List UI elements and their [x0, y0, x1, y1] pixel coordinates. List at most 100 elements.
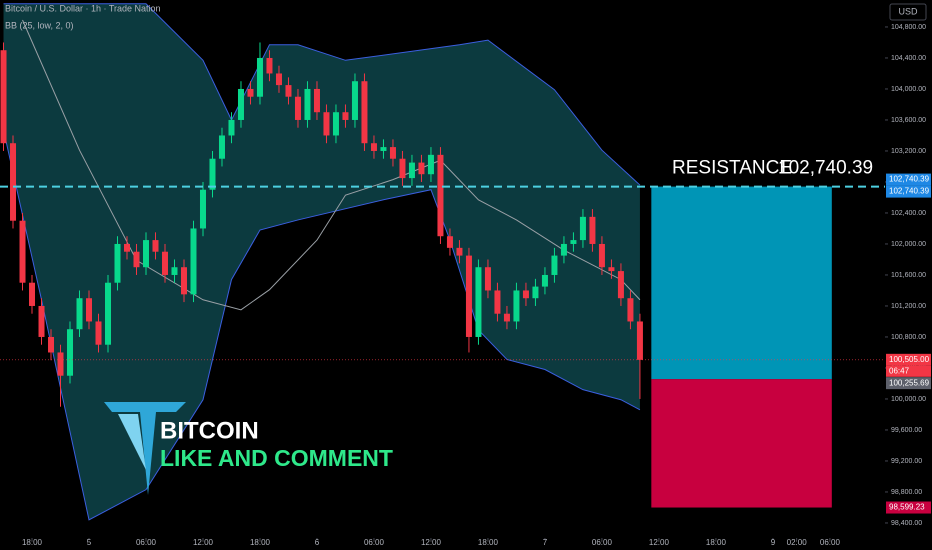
y-tick-label: 101,200.00 — [891, 303, 926, 310]
y-tick-label: 102,000.00 — [891, 241, 926, 248]
x-tick-label: 18:00 — [478, 538, 499, 547]
candle-body — [29, 282, 36, 306]
candle-body — [171, 267, 178, 275]
candle-body — [275, 73, 282, 86]
y-tick-label: 104,800.00 — [891, 24, 926, 31]
y-tick-label: 104,000.00 — [891, 86, 926, 93]
candle-body — [86, 298, 93, 322]
position-profit — [651, 186, 832, 380]
resistance-tag — [886, 173, 931, 186]
resistance-text: RESISTANCE — [672, 158, 792, 179]
x-tick-label: 06:00 — [136, 538, 157, 547]
candle-body — [133, 251, 140, 268]
y-tick-label: 100,000.00 — [891, 396, 926, 403]
currency-button[interactable] — [889, 3, 927, 21]
candle-body — [105, 282, 112, 345]
x-tick-label: 06:00 — [820, 538, 841, 547]
watermark-title: BITCOIN — [160, 417, 259, 444]
currency: USD — [898, 6, 918, 16]
candle-body — [199, 189, 206, 229]
candle-body — [513, 290, 520, 322]
stop-tag — [886, 501, 931, 514]
x-tick-label: 5 — [87, 538, 92, 547]
candle-body — [389, 147, 396, 159]
band-fill — [3, 3, 640, 520]
candle-body — [532, 286, 539, 299]
position-loss — [651, 379, 832, 508]
candle-body — [380, 147, 387, 151]
candle-body — [323, 112, 330, 136]
candle-body — [522, 290, 529, 299]
x-tick-label: 12:00 — [649, 538, 670, 547]
candle-body — [180, 267, 187, 295]
y-tick-label: 98,400.00 — [891, 520, 922, 527]
candle-body — [48, 336, 55, 353]
y-tick-label: 103,600.00 — [891, 117, 926, 124]
candle-body — [456, 247, 463, 256]
candle-body — [266, 57, 273, 74]
candle-body — [551, 255, 558, 275]
resistance-2-tag — [886, 185, 931, 198]
candle-body — [237, 88, 244, 120]
candle-body — [228, 119, 235, 136]
resistance-value: 102,740.39 — [778, 158, 873, 179]
countdown-tag — [886, 365, 931, 377]
entry-tag-label: 100,255.69 — [889, 378, 930, 387]
last-price-tag — [886, 353, 931, 366]
band-line — [3, 3, 641, 186]
candle-body — [123, 243, 130, 252]
x-tick-label: 12:00 — [193, 538, 214, 547]
candle-body — [446, 236, 453, 248]
price-axis — [885, 0, 932, 550]
logo-accent — [118, 414, 146, 470]
candle-body — [408, 162, 415, 179]
y-tick-label: 100,800.00 — [891, 334, 926, 341]
candle-body — [38, 305, 45, 337]
candle-body — [351, 81, 358, 120]
candle-body — [114, 243, 121, 283]
x-tick-label: 06:00 — [592, 538, 613, 547]
x-tick-label: 12:00 — [421, 538, 442, 547]
candle-body — [0, 50, 7, 144]
x-tick-label: 7 — [543, 538, 548, 547]
candle-body — [285, 85, 292, 97]
candle-body — [247, 88, 254, 97]
last-price-tag-label: 100,505.00 — [889, 355, 930, 364]
candle-body — [598, 243, 605, 268]
resistance-tag-label: 102,740.39 — [889, 175, 930, 184]
y-tick-label: 104,400.00 — [891, 55, 926, 62]
candle-body — [142, 240, 149, 268]
resistance-2-tag-label: 102,740.39 — [889, 187, 930, 196]
candle-body — [399, 158, 406, 179]
candle-body — [617, 271, 624, 299]
candle-body — [332, 112, 339, 136]
watermark-subtitle: LIKE AND COMMENT — [160, 445, 393, 471]
x-tick-label: 06:00 — [364, 538, 385, 547]
candle-body — [95, 321, 102, 345]
candle-body — [560, 243, 567, 256]
candle-body — [570, 240, 577, 244]
entry-tag — [886, 377, 931, 390]
candle-body — [465, 255, 472, 337]
candle-body — [541, 274, 548, 287]
axis-labels: 98,400.00 98,800.00 99,200.00 99,600.00 100,… — [22, 24, 931, 547]
candle-body — [19, 220, 26, 283]
candle-body — [313, 88, 320, 113]
candle-body — [608, 267, 615, 272]
candle-body — [294, 96, 301, 120]
y-tick-label: 103,200.00 — [891, 148, 926, 155]
x-tick-label: 18:00 — [22, 538, 43, 547]
candle-body — [484, 267, 491, 291]
candle-body — [370, 143, 377, 151]
x-tick-label: 9 — [771, 538, 776, 547]
candle-body — [361, 81, 368, 144]
candle-body — [190, 228, 197, 295]
candle-body — [627, 298, 634, 322]
y-tick-label: 99,200.00 — [891, 458, 922, 465]
band-line — [3, 129, 641, 521]
candle-body — [636, 321, 643, 360]
x-tick-label: 18:00 — [250, 538, 271, 547]
logo — [104, 402, 186, 495]
candle-body — [427, 154, 434, 175]
